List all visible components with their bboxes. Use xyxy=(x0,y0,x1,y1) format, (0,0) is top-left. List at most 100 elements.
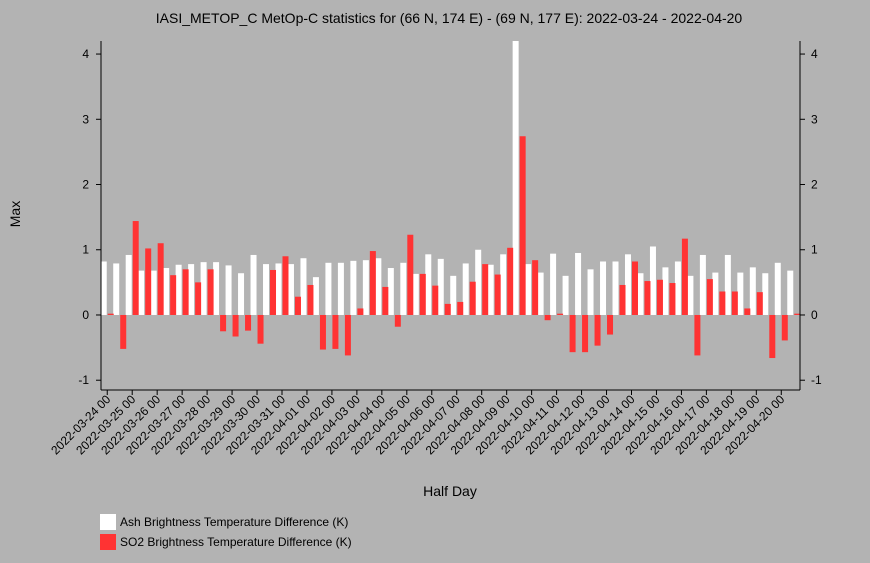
ash-bar-14 xyxy=(275,263,282,315)
ash-bar-6 xyxy=(175,264,182,315)
so2-bar-50 xyxy=(731,291,738,315)
so2-bar-6 xyxy=(182,269,189,315)
ash-bar-34 xyxy=(525,264,532,315)
so2-bar-42 xyxy=(631,261,638,315)
ash-bar-3 xyxy=(138,270,145,315)
so2-bar-4 xyxy=(157,243,164,315)
ash-bar-23 xyxy=(387,268,394,315)
so2-bar-36 xyxy=(557,313,564,315)
ash-bar-35 xyxy=(537,272,544,315)
ash-bar-38 xyxy=(575,253,582,315)
ash-bar-31 xyxy=(487,264,494,315)
ash-bar-51 xyxy=(737,272,744,315)
y-tick-label-right-0: 0 xyxy=(811,308,818,322)
so2-bar-3 xyxy=(145,248,152,315)
ash-bar-19 xyxy=(337,262,344,315)
so2-bar-5 xyxy=(170,275,177,315)
so2-bar-34 xyxy=(532,260,539,315)
so2-bar-45 xyxy=(669,283,676,315)
ash-bar-29 xyxy=(462,263,469,315)
x-axis-label: Half Day xyxy=(423,483,477,499)
so2-bar-53 xyxy=(769,314,776,359)
so2-bar-12 xyxy=(257,314,264,344)
ash-bar-50 xyxy=(724,254,731,315)
y-tick-label-left-4: 4 xyxy=(82,47,89,61)
so2-bar-8 xyxy=(207,269,214,315)
legend-item-so2: SO2 Brightness Temperature Difference (K… xyxy=(100,532,352,552)
y-tick-label-left-1: 1 xyxy=(82,243,89,257)
y-tick-label-right-3: 3 xyxy=(811,112,818,126)
ash-bar-32 xyxy=(500,254,507,315)
ash-bar-36 xyxy=(550,253,557,315)
ash-bar-46 xyxy=(674,261,681,315)
ash-bar-54 xyxy=(774,262,781,315)
so2-bar-51 xyxy=(744,308,751,315)
ash-bar-17 xyxy=(312,277,319,315)
so2-bar-19 xyxy=(344,314,351,356)
ash-bar-11 xyxy=(238,273,245,315)
so2-bar-31 xyxy=(494,274,501,315)
ash-bar-16 xyxy=(300,258,307,315)
ash-bar-5 xyxy=(163,268,170,315)
ash-bar-39 xyxy=(587,269,594,315)
y-tick-label-right--1: -1 xyxy=(811,373,822,387)
so2-bar-44 xyxy=(656,279,663,315)
so2-bar-10 xyxy=(232,314,239,337)
so2-bar-32 xyxy=(507,247,514,315)
y-tick-label-right-1: 1 xyxy=(811,243,818,257)
so2-bar-18 xyxy=(332,314,339,349)
legend-swatch-so2 xyxy=(100,534,116,550)
y-tick-label-left--1: -1 xyxy=(78,373,89,387)
ash-bar-55 xyxy=(787,270,794,315)
y-axis-label: Max xyxy=(7,201,23,227)
legend-label-so2: SO2 Brightness Temperature Difference (K… xyxy=(120,535,352,549)
so2-bar-33 xyxy=(519,136,526,315)
so2-bar-15 xyxy=(294,296,301,315)
so2-bar-55 xyxy=(794,313,801,315)
so2-bar-7 xyxy=(195,282,202,315)
so2-bar-1 xyxy=(120,314,127,349)
ash-bar-20 xyxy=(350,260,357,315)
so2-bar-25 xyxy=(419,273,426,315)
ash-bar-47 xyxy=(687,275,694,315)
ash-bar-25 xyxy=(412,273,419,315)
so2-bar-23 xyxy=(394,314,401,327)
so2-bar-30 xyxy=(482,264,489,315)
so2-bar-52 xyxy=(756,292,763,315)
ash-bar-43 xyxy=(637,273,644,315)
legend-label-ash: Ash Brightness Temperature Difference (K… xyxy=(120,515,349,529)
ash-bar-52 xyxy=(749,267,756,315)
ash-bar-53 xyxy=(762,273,769,315)
ash-bar-4 xyxy=(150,270,157,315)
ash-bar-15 xyxy=(287,264,294,315)
so2-bar-38 xyxy=(582,314,589,353)
ash-bar-18 xyxy=(325,262,332,315)
so2-bar-37 xyxy=(569,314,576,353)
so2-bar-35 xyxy=(544,314,551,321)
ash-bar-42 xyxy=(624,254,631,315)
legend-swatch-ash xyxy=(100,514,116,530)
ash-bar-8 xyxy=(200,262,207,315)
ash-bar-21 xyxy=(362,260,369,315)
so2-bar-48 xyxy=(706,279,713,315)
ash-bar-9 xyxy=(213,262,220,315)
ash-bar-28 xyxy=(450,275,457,315)
y-tick-label-right-4: 4 xyxy=(811,47,818,61)
so2-bar-40 xyxy=(607,314,614,335)
ash-bar-41 xyxy=(612,261,619,315)
y-tick-label-left-2: 2 xyxy=(82,178,89,192)
so2-bar-14 xyxy=(282,256,289,315)
so2-bar-43 xyxy=(644,281,651,315)
legend: Ash Brightness Temperature Difference (K… xyxy=(100,512,352,552)
so2-bar-49 xyxy=(719,291,726,315)
ash-bar-1 xyxy=(113,263,120,315)
chart-title: IASI_METOP_C MetOp-C statistics for (66 … xyxy=(156,10,743,26)
ash-bar-37 xyxy=(562,275,569,315)
ash-bar-12 xyxy=(250,254,257,315)
so2-bar-16 xyxy=(307,284,314,315)
ash-bar-44 xyxy=(649,246,656,315)
ash-bar-7 xyxy=(188,264,195,315)
so2-bar-13 xyxy=(270,269,277,315)
